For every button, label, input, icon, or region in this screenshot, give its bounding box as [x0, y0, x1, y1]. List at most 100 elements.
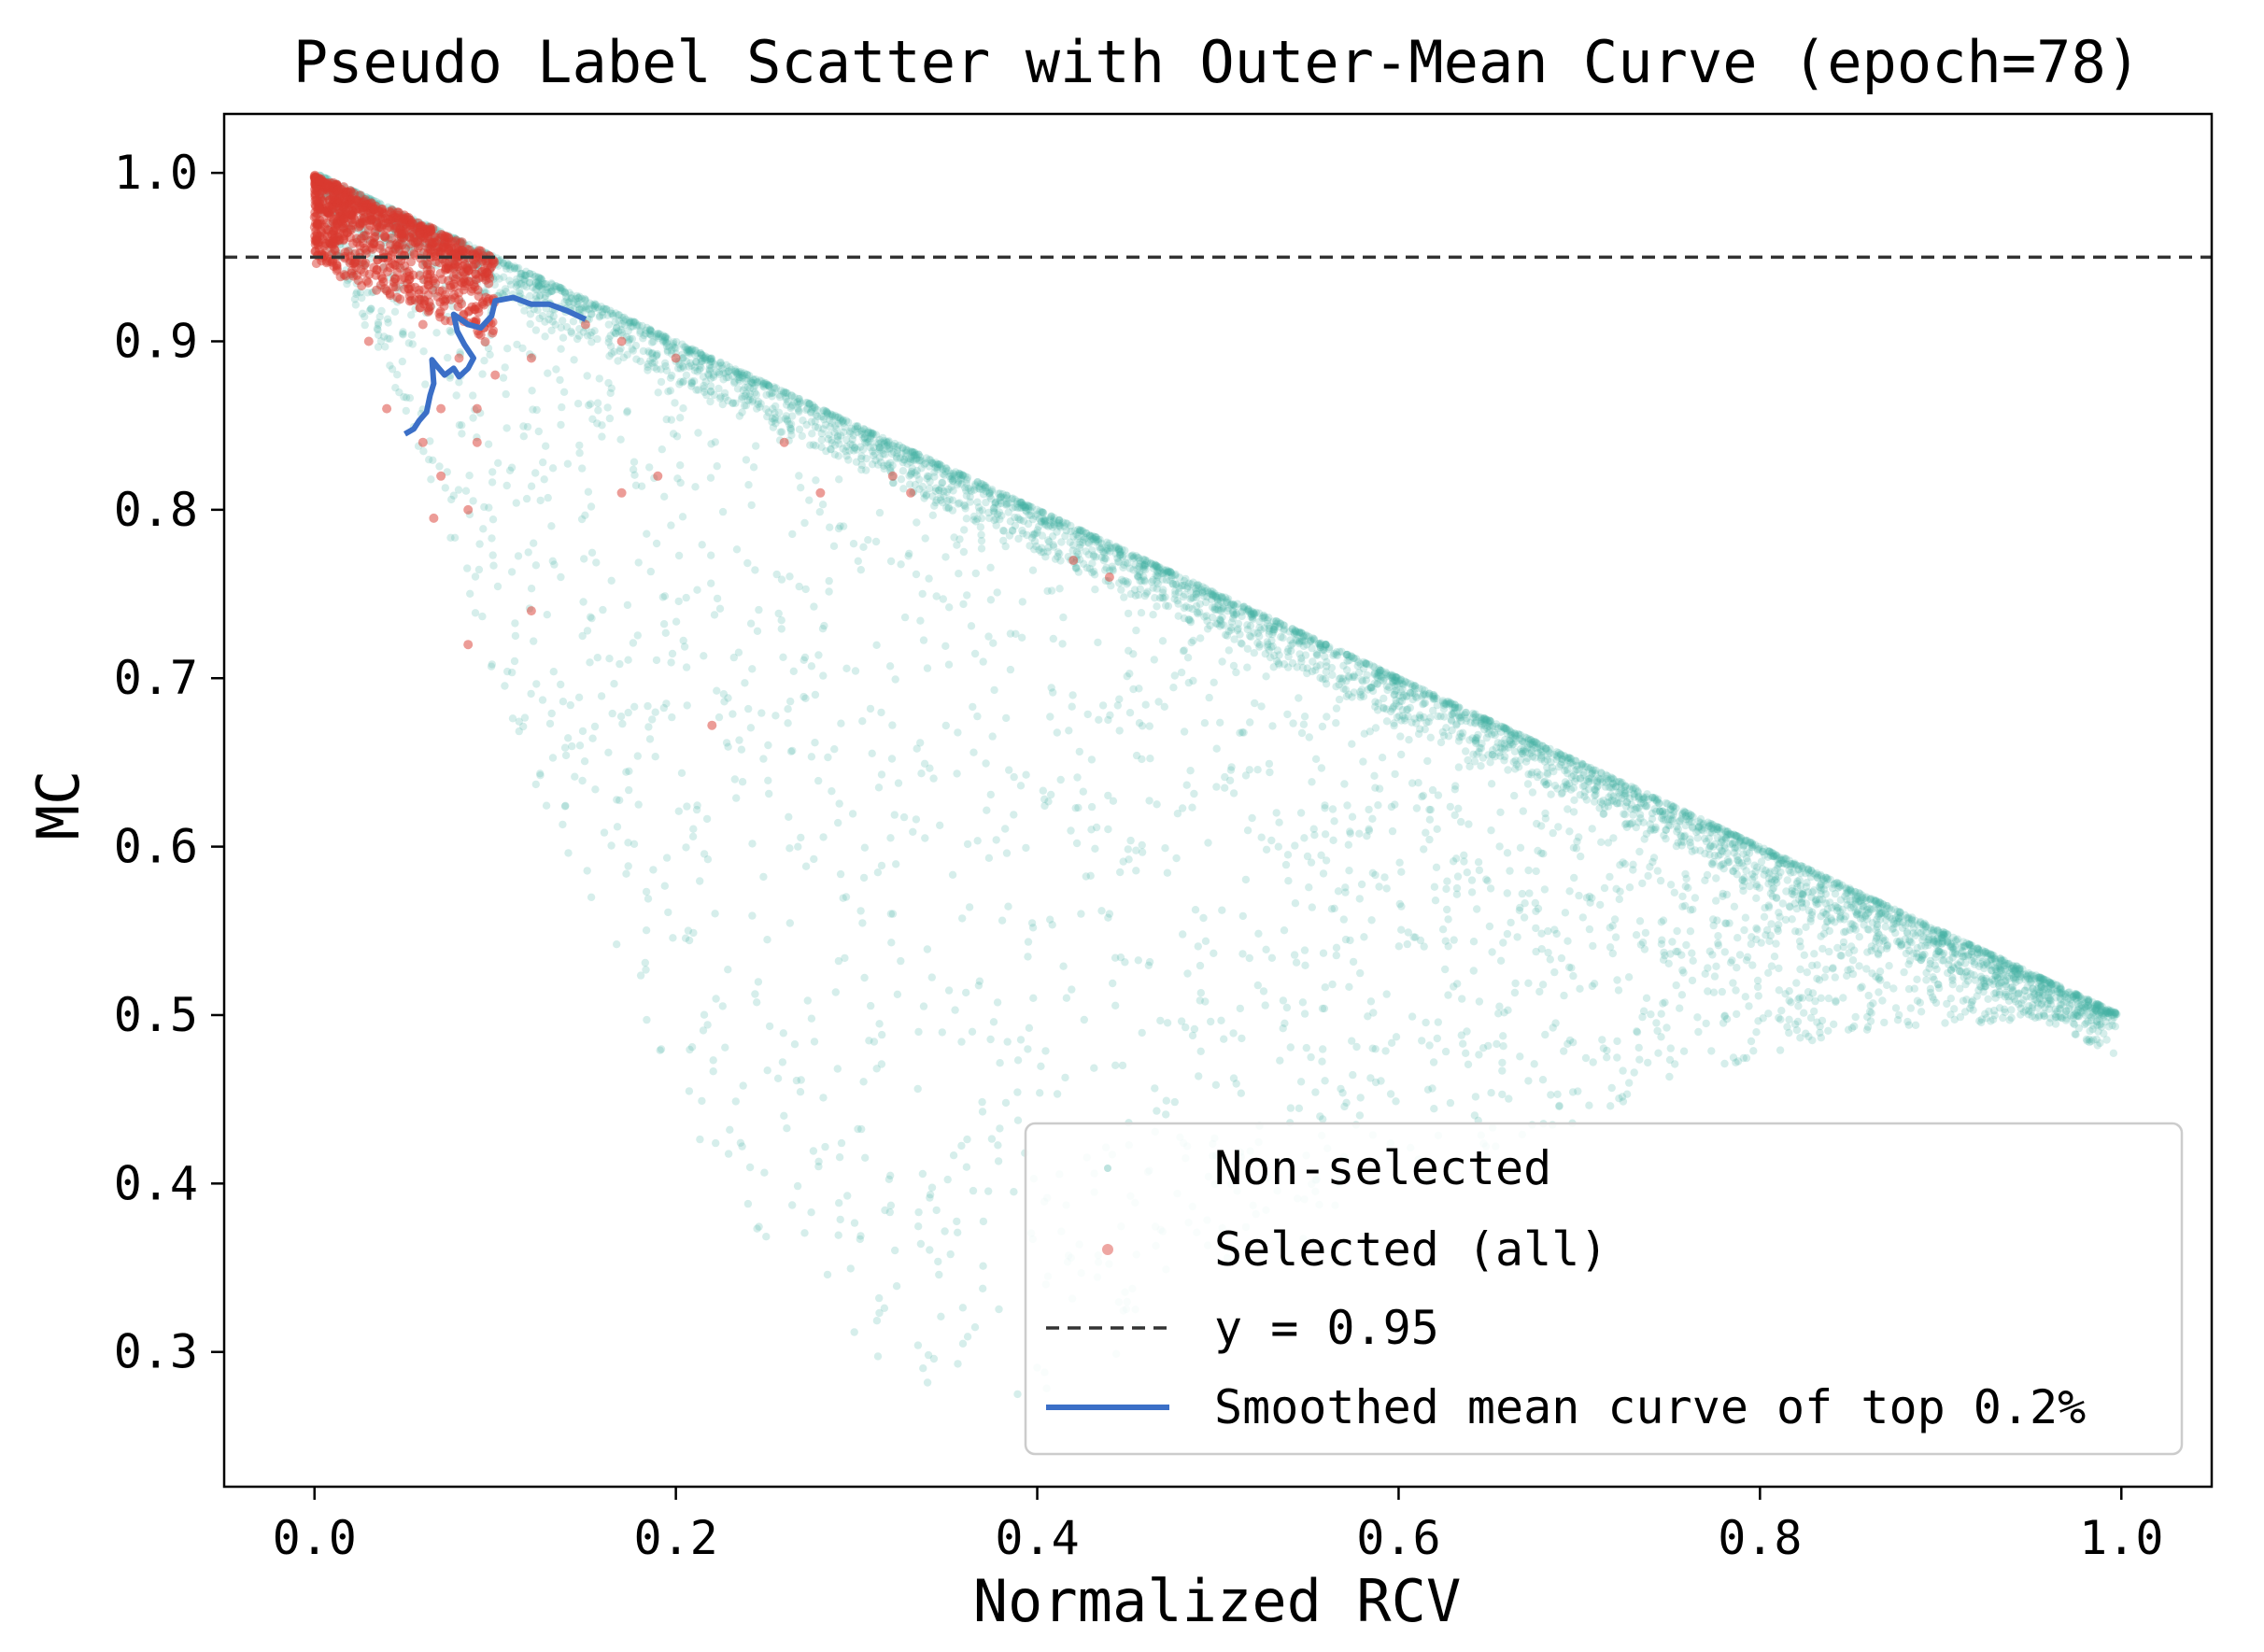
- non-selected-point: [1145, 797, 1153, 805]
- non-selected-point: [548, 754, 558, 762]
- non-selected-point: [685, 936, 694, 945]
- non-selected-point: [616, 346, 624, 356]
- non-selected-point: [2007, 1013, 2016, 1023]
- non-selected-point: [583, 627, 592, 635]
- non-selected-point: [1904, 913, 1913, 922]
- non-selected-point: [1450, 700, 1460, 710]
- non-selected-point: [1776, 868, 1785, 877]
- non-selected-point: [367, 304, 375, 313]
- non-selected-point: [1125, 670, 1134, 678]
- non-selected-point: [533, 305, 542, 315]
- non-selected-point: [913, 1341, 923, 1349]
- non-selected-point: [587, 502, 596, 511]
- non-selected-point: [2007, 1006, 2016, 1014]
- non-selected-point: [1988, 967, 1996, 975]
- non-selected-point: [919, 1002, 928, 1010]
- non-selected-point: [1620, 810, 1628, 818]
- non-selected-point: [1834, 883, 1843, 892]
- non-selected-point: [916, 616, 925, 625]
- non-selected-point: [1300, 1010, 1309, 1018]
- non-selected-point: [1752, 882, 1761, 891]
- non-selected-point: [1606, 1102, 1615, 1110]
- non-selected-point: [1797, 895, 1806, 903]
- non-selected-point: [1709, 915, 1718, 924]
- non-selected-point: [1929, 935, 1937, 943]
- non-selected-point: [1120, 593, 1128, 601]
- non-selected-point: [1005, 766, 1013, 774]
- non-selected-point: [739, 1081, 747, 1090]
- non-selected-point: [834, 436, 842, 445]
- non-selected-point: [678, 361, 686, 371]
- non-selected-point: [1111, 1061, 1120, 1070]
- non-selected-point: [801, 694, 810, 702]
- non-selected-point: [860, 430, 869, 438]
- non-selected-point: [812, 476, 820, 485]
- non-selected-point: [1839, 994, 1847, 1002]
- non-selected-point: [1211, 591, 1220, 600]
- non-selected-point: [1196, 634, 1205, 642]
- non-selected-point: [1904, 1021, 1913, 1029]
- non-selected-point: [716, 358, 725, 367]
- non-selected-point: [867, 1001, 875, 1010]
- non-selected-point: [833, 1065, 842, 1073]
- non-selected-point: [957, 1141, 966, 1151]
- non-selected-point: [842, 893, 851, 901]
- non-selected-point: [1373, 680, 1381, 688]
- non-selected-point: [1893, 1016, 1903, 1024]
- non-selected-point: [1339, 915, 1349, 924]
- non-selected-point: [1433, 1034, 1442, 1043]
- non-selected-point: [1348, 1037, 1356, 1045]
- non-selected-point: [1610, 797, 1619, 806]
- non-selected-point: [2067, 1011, 2075, 1020]
- non-selected-point: [1479, 754, 1488, 762]
- non-selected-point: [1786, 903, 1794, 911]
- non-selected-point: [1733, 1010, 1741, 1019]
- non-selected-point: [1817, 994, 1826, 1003]
- non-selected-point: [996, 1124, 1004, 1133]
- non-selected-point: [612, 324, 621, 332]
- non-selected-point: [664, 388, 672, 396]
- non-selected-point: [1575, 891, 1583, 900]
- non-selected-point: [908, 447, 916, 457]
- non-selected-point: [560, 802, 570, 811]
- non-selected-point: [1125, 709, 1135, 717]
- non-selected-point: [1284, 645, 1293, 654]
- non-selected-point: [1785, 902, 1794, 911]
- non-selected-point: [1070, 527, 1080, 535]
- non-selected-point: [938, 1028, 946, 1037]
- non-selected-point: [765, 382, 773, 390]
- non-selected-point: [1298, 998, 1308, 1007]
- non-selected-point: [619, 353, 628, 361]
- non-selected-point: [835, 799, 843, 808]
- non-selected-point: [1796, 942, 1804, 951]
- non-selected-point: [842, 435, 851, 445]
- non-selected-point: [1022, 770, 1030, 779]
- non-selected-point: [1727, 830, 1735, 840]
- non-selected-point: [1874, 949, 1883, 958]
- non-selected-point: [616, 713, 626, 721]
- non-selected-point: [1729, 1053, 1738, 1062]
- non-selected-point: [848, 435, 856, 444]
- non-selected-point: [2027, 978, 2035, 987]
- non-selected-point: [1073, 773, 1082, 782]
- non-selected-point: [1742, 1053, 1751, 1063]
- non-selected-point: [983, 806, 991, 814]
- non-selected-point: [1056, 557, 1065, 565]
- non-selected-point: [1104, 913, 1112, 922]
- non-selected-point: [486, 350, 494, 359]
- non-selected-point: [1323, 662, 1331, 671]
- non-selected-point: [374, 326, 382, 334]
- non-selected-point: [725, 363, 734, 372]
- non-selected-point: [1773, 855, 1781, 864]
- non-selected-point: [2111, 1009, 2120, 1017]
- non-selected-point: [684, 926, 693, 935]
- non-selected-point: [839, 522, 848, 530]
- non-selected-point: [2085, 1038, 2094, 1047]
- non-selected-point: [646, 356, 655, 365]
- non-selected-point: [1254, 609, 1264, 617]
- non-selected-point: [1919, 925, 1928, 934]
- non-selected-point: [1297, 628, 1306, 637]
- non-selected-point: [1638, 1012, 1647, 1022]
- non-selected-point: [1922, 976, 1931, 984]
- non-selected-point: [506, 265, 515, 274]
